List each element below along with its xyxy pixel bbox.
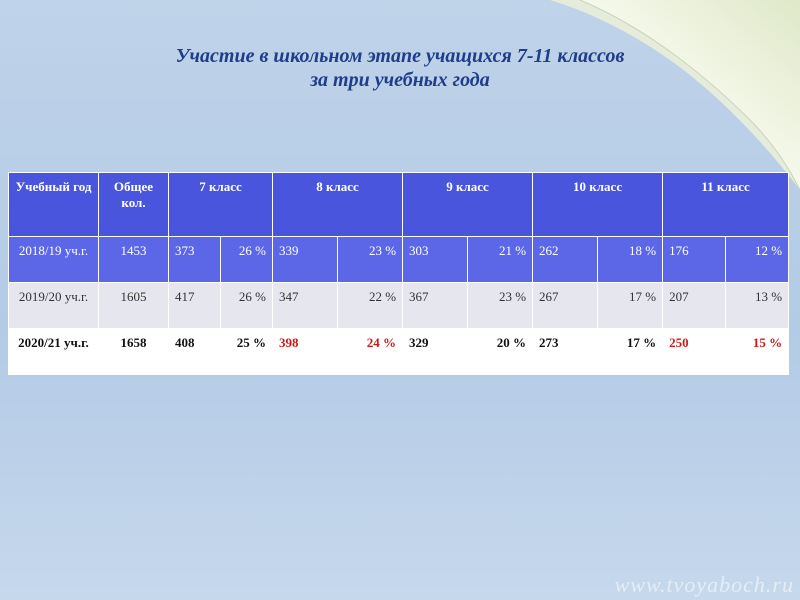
cell-grade9-count: 303	[402, 236, 469, 283]
cell-grade11-count: 176	[662, 236, 727, 283]
cell-grade9-count: 367	[402, 282, 469, 329]
cell-year: 2020/21 уч.г.	[8, 328, 99, 375]
cell-grade9-percent: 23 %	[467, 282, 534, 329]
participation-table: Учебный год Общее кол. 7 класс 8 класс 9…	[8, 172, 790, 375]
cell-total: 1453	[98, 236, 169, 283]
cell-grade8-percent: 24 %	[337, 328, 404, 375]
header-total: Общее кол.	[98, 172, 169, 237]
cell-grade9-count: 329	[402, 328, 469, 375]
cell-grade10-percent: 17 %	[597, 328, 664, 375]
cell-grade7-count: 408	[168, 328, 221, 375]
cell-grade9-percent: 20 %	[467, 328, 534, 375]
cell-grade11-percent: 15 %	[725, 328, 790, 375]
cell-grade10-percent: 17 %	[597, 282, 664, 329]
cell-grade9-percent: 21 %	[467, 236, 534, 283]
table-row: 2019/20 уч.г. 1605 417 26 % 347 22 % 367…	[8, 282, 790, 329]
header-grade-7: 7 класс	[167, 172, 274, 237]
cell-grade10-count: 267	[532, 282, 599, 329]
header-grade-8: 8 класс	[272, 172, 404, 237]
watermark: www.tvoyaboch.ru	[614, 572, 794, 597]
cell-grade7-percent: 25 %	[219, 328, 274, 375]
cell-grade10-percent: 18 %	[597, 236, 664, 283]
table-header-row: Учебный год Общее кол. 7 класс 8 класс 9…	[8, 172, 790, 237]
cell-total: 1658	[98, 328, 169, 375]
cell-grade8-count: 347	[272, 282, 339, 329]
cell-grade11-percent: 12 %	[725, 236, 790, 283]
cell-total: 1605	[98, 282, 169, 329]
cell-grade11-count: 250	[662, 328, 727, 375]
page-curl-decoration	[550, 0, 800, 190]
cell-grade8-percent: 23 %	[337, 236, 404, 283]
cell-grade10-count: 262	[532, 236, 599, 283]
cell-grade7-percent: 26 %	[219, 236, 274, 283]
header-year: Учебный год	[8, 172, 99, 237]
cell-grade10-count: 273	[532, 328, 599, 375]
cell-grade11-count: 207	[662, 282, 727, 329]
cell-year: 2019/20 уч.г.	[8, 282, 99, 329]
header-grade-9: 9 класс	[402, 172, 534, 237]
cell-grade7-count: 373	[168, 236, 221, 283]
cell-grade11-percent: 13 %	[725, 282, 790, 329]
title-line-1: Участие в школьном этапе учащихся 7-11 к…	[175, 45, 625, 67]
page-title: Участие в школьном этапе учащихся 7-11 к…	[0, 44, 800, 92]
header-grade-11: 11 класс	[662, 172, 790, 237]
cell-grade7-count: 417	[168, 282, 221, 329]
cell-grade7-percent: 26 %	[219, 282, 274, 329]
header-grade-10: 10 класс	[532, 172, 664, 237]
cell-grade8-count: 339	[272, 236, 339, 283]
cell-grade8-percent: 22 %	[337, 282, 404, 329]
title-line-2: за три учебных года	[310, 69, 490, 91]
cell-grade8-count: 398	[272, 328, 339, 375]
cell-year: 2018/19 уч.г.	[8, 236, 99, 283]
table-row: 2020/21 уч.г. 1658 408 25 % 398 24 % 329…	[8, 328, 790, 375]
table-row: 2018/19 уч.г. 1453 373 26 % 339 23 % 303…	[8, 236, 790, 283]
